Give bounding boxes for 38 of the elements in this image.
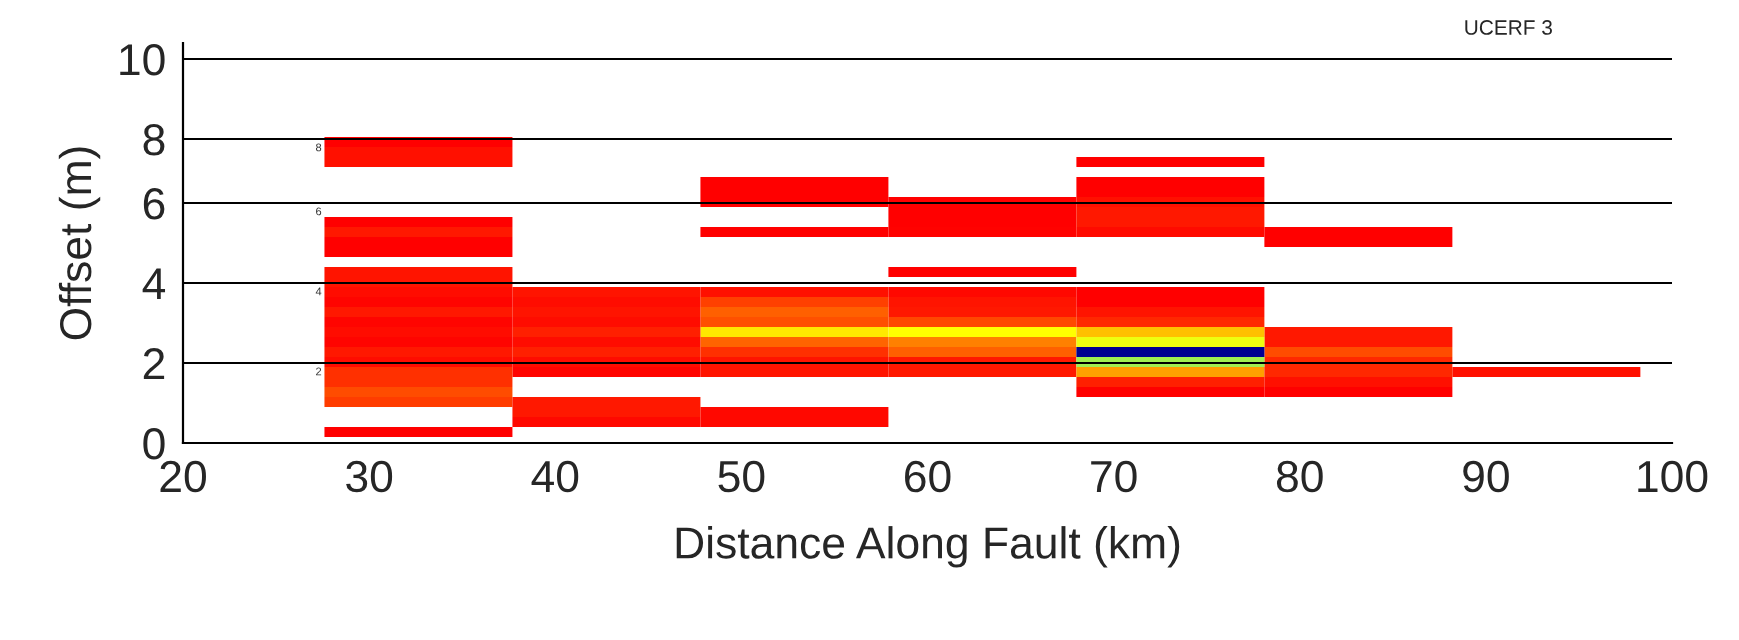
annotation: 8 xyxy=(315,143,322,152)
x-tick-label: 20 xyxy=(160,460,206,493)
bar xyxy=(1264,357,1453,377)
x-tick-label: 100 xyxy=(1638,460,1708,493)
bar xyxy=(888,327,1077,337)
bar xyxy=(1076,347,1265,357)
y-tick-label: 10 xyxy=(120,44,165,76)
x-axis-title: Distance Along Fault (km) xyxy=(676,526,1180,568)
bar xyxy=(324,397,513,407)
bar xyxy=(1076,337,1265,347)
bar xyxy=(324,427,513,437)
x-tick-label: 40 xyxy=(531,460,579,493)
bar xyxy=(700,297,889,307)
annotation: 4 xyxy=(315,287,322,296)
bar xyxy=(324,147,513,167)
chart-title: UCERF 3 xyxy=(1465,20,1552,35)
bar xyxy=(1076,327,1265,337)
y-tick-label: 6 xyxy=(143,188,165,220)
x-tick-label: 60 xyxy=(905,460,951,493)
bar xyxy=(700,337,889,347)
y-tick-label: 4 xyxy=(142,268,166,300)
bar xyxy=(324,237,513,257)
bar xyxy=(1076,367,1265,377)
y-tick-label: 0 xyxy=(143,428,165,460)
x-tick-label: 70 xyxy=(1091,460,1137,493)
bar xyxy=(888,337,1077,347)
x-tick-label: 50 xyxy=(718,460,765,493)
bar xyxy=(700,327,889,337)
bar xyxy=(1076,177,1265,197)
x-tick-label: 80 xyxy=(1276,460,1323,493)
x-tick-label: 90 xyxy=(1463,460,1509,493)
annotation: 6 xyxy=(316,207,322,216)
y-tick-label: 8 xyxy=(143,124,165,156)
bar xyxy=(324,217,513,227)
y-axis-title: Offset (m) xyxy=(58,147,101,340)
y-tick-label: 2 xyxy=(143,348,165,380)
x-tick-label: 30 xyxy=(346,460,393,493)
annotation: 2 xyxy=(316,367,322,376)
